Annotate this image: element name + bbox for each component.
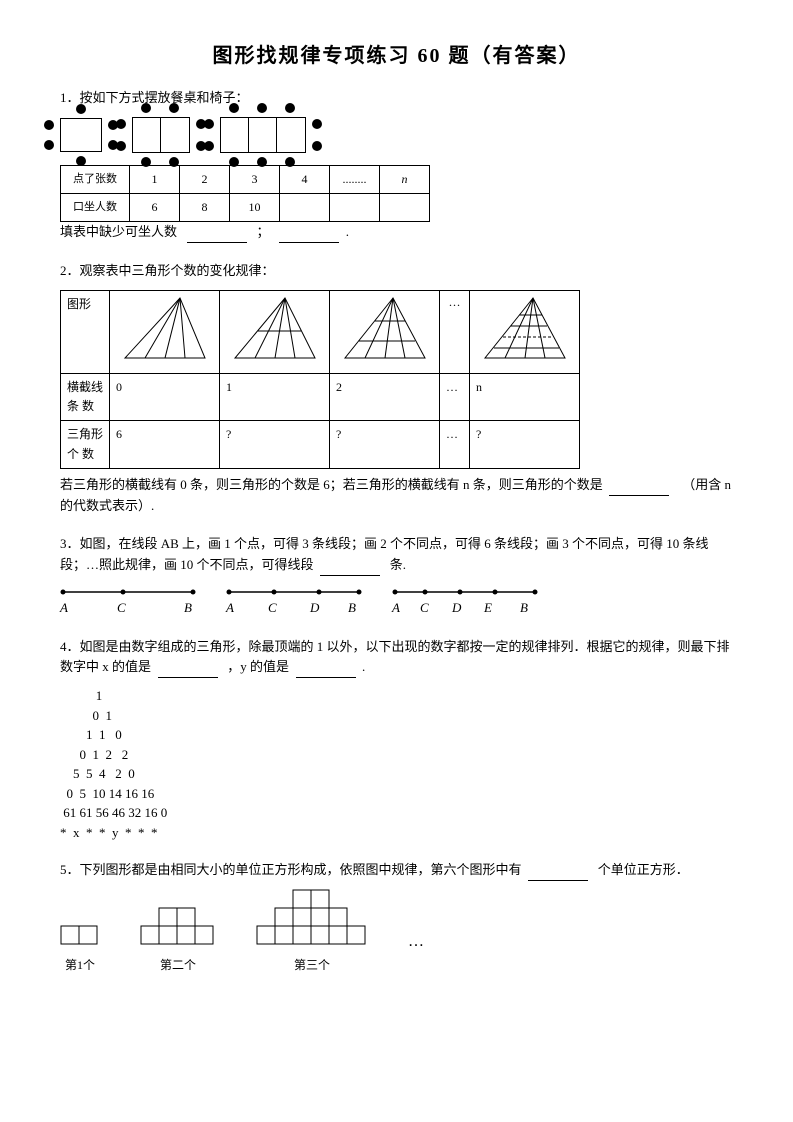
tri-dots: … — [440, 290, 470, 373]
q2-footer-text: 若三角形的横截线有 0 条，则三角形的个数是 6；若三角形的横截线有 n 条，则… — [60, 477, 603, 492]
q2-hx-2: 2 — [330, 373, 440, 420]
q5-text: 5．下列图形都是由相同大小的单位正方形构成，依照图中规律，第六个图形中有 个单位… — [60, 860, 733, 881]
sq-3: 第三个 — [256, 889, 368, 975]
q2-tr-4: ? — [470, 421, 580, 468]
l3-c: C — [420, 598, 430, 619]
line-1: A C B — [60, 586, 196, 619]
q2-tr-0: 6 — [110, 421, 220, 468]
q2-tr-3: … — [440, 421, 470, 468]
blank — [279, 229, 339, 243]
problem-3: 3．如图，在线段 AB 上，画 1 个点，可得 3 条线段；画 2 个不同点，可… — [60, 534, 733, 618]
sq-2: 第二个 — [140, 907, 216, 975]
problem-2: 2．观察表中三角形个数的变化规律： 图形 — [60, 261, 733, 516]
q5-ellipsis: … — [408, 929, 424, 975]
page-title: 图形找规律专项练习 60 题（有答案） — [60, 40, 733, 72]
q5-text-b: 个单位正方形． — [598, 862, 689, 877]
q2-tr-1: ? — [220, 421, 330, 468]
sq-label-1: 第1个 — [60, 956, 100, 975]
l1-c: C — [117, 598, 129, 619]
q3-diagrams: A C B A C D B — [60, 586, 733, 619]
table-2 — [132, 117, 190, 153]
q1-c3: 4 — [280, 165, 330, 193]
q1-table: 点了张数 1 2 3 4 ........ n 口坐人数 6 8 10 — [60, 165, 430, 222]
tri-img-n — [470, 290, 580, 373]
q1-text: 1．按如下方式摆放餐桌和椅子： — [60, 88, 733, 109]
problem-4: 4．如图是由数字组成的三角形，除最顶端的 1 以外，以下出现的数字都按一定的规律… — [60, 637, 733, 843]
q2-table: 图形 — [60, 290, 580, 469]
q2-hx-1: 1 — [220, 373, 330, 420]
q1-r5 — [380, 193, 430, 221]
blank — [158, 664, 218, 678]
q1-hdr-2: 口坐人数 — [61, 193, 130, 221]
q1-sep: ； — [257, 224, 270, 239]
l1-b: B — [184, 598, 196, 619]
blank — [528, 867, 588, 881]
q1-footer-text: 填表中缺少可坐人数 — [60, 224, 177, 239]
q3-text-b: 条. — [390, 557, 406, 572]
blank — [296, 664, 356, 678]
q1-hdr-1: 点了张数 — [61, 165, 130, 193]
blank — [609, 482, 669, 496]
q4-pyramid: 1 0 1 1 1 0 0 1 2 2 5 5 4 2 0 0 5 10 14 … — [60, 686, 733, 842]
blank — [320, 562, 380, 576]
q3-text-a: 3．如图，在线段 AB 上，画 1 个点，可得 3 条线段；画 2 个不同点，可… — [60, 536, 709, 572]
q1-r4 — [330, 193, 380, 221]
q2-tr-2: ? — [330, 421, 440, 468]
q5-diagrams: 第1个 第二个 — [60, 889, 733, 975]
tri-img-2 — [330, 290, 440, 373]
q1-footer: 填表中缺少可坐人数 ； . — [60, 222, 733, 243]
line-3: A C D E B — [392, 586, 538, 619]
q1-c5: n — [380, 165, 430, 193]
q1-c0: 1 — [130, 165, 180, 193]
q4-text-b: ，y 的值是 — [227, 659, 289, 674]
q2-row-label-1: 横截线 条 数 — [61, 373, 110, 420]
sq-label-3: 第三个 — [256, 956, 368, 975]
tri-img-1 — [220, 290, 330, 373]
q3-text: 3．如图，在线段 AB 上，画 1 个点，可得 3 条线段；画 2 个不同点，可… — [60, 534, 733, 576]
problem-5: 5．下列图形都是由相同大小的单位正方形构成，依照图中规律，第六个图形中有 个单位… — [60, 860, 733, 975]
line-2: A C D B — [226, 586, 362, 619]
tri-img-0 — [110, 290, 220, 373]
q1-c2: 3 — [230, 165, 280, 193]
blank — [187, 229, 247, 243]
l3-a: A — [392, 598, 402, 619]
q2-row-label-0: 图形 — [61, 290, 110, 373]
q1-diagram — [60, 117, 733, 153]
q1-r2: 10 — [230, 193, 280, 221]
table-1 — [60, 118, 102, 152]
l3-d: D — [452, 598, 462, 619]
l1-a: A — [60, 598, 72, 619]
l2-c: C — [268, 598, 280, 619]
q1-r0: 6 — [130, 193, 180, 221]
table-3 — [220, 117, 306, 153]
l2-b: B — [348, 598, 360, 619]
q2-hx-0: 0 — [110, 373, 220, 420]
q1-c4: ........ — [330, 165, 380, 193]
l3-b: B — [520, 598, 530, 619]
q2-text: 2．观察表中三角形个数的变化规律： — [60, 261, 733, 282]
q5-text-a: 5．下列图形都是由相同大小的单位正方形构成，依照图中规律，第六个图形中有 — [60, 862, 522, 877]
q4-text: 4．如图是由数字组成的三角形，除最顶端的 1 以外，以下出现的数字都按一定的规律… — [60, 637, 733, 679]
l2-d: D — [310, 598, 322, 619]
q2-hx-3: … — [440, 373, 470, 420]
sq-1: 第1个 — [60, 925, 100, 975]
q2-row-label-2: 三角形 个 数 — [61, 421, 110, 468]
l3-e: E — [484, 598, 494, 619]
q2-hx-4: n — [470, 373, 580, 420]
q1-c1: 2 — [180, 165, 230, 193]
q1-r1: 8 — [180, 193, 230, 221]
q1-r3 — [280, 193, 330, 221]
problem-1: 1．按如下方式摆放餐桌和椅子： — [60, 88, 733, 243]
q2-footer: 若三角形的横截线有 0 条，则三角形的个数是 6；若三角形的横截线有 n 条，则… — [60, 475, 733, 517]
l2-a: A — [226, 598, 238, 619]
sq-label-2: 第二个 — [140, 956, 216, 975]
